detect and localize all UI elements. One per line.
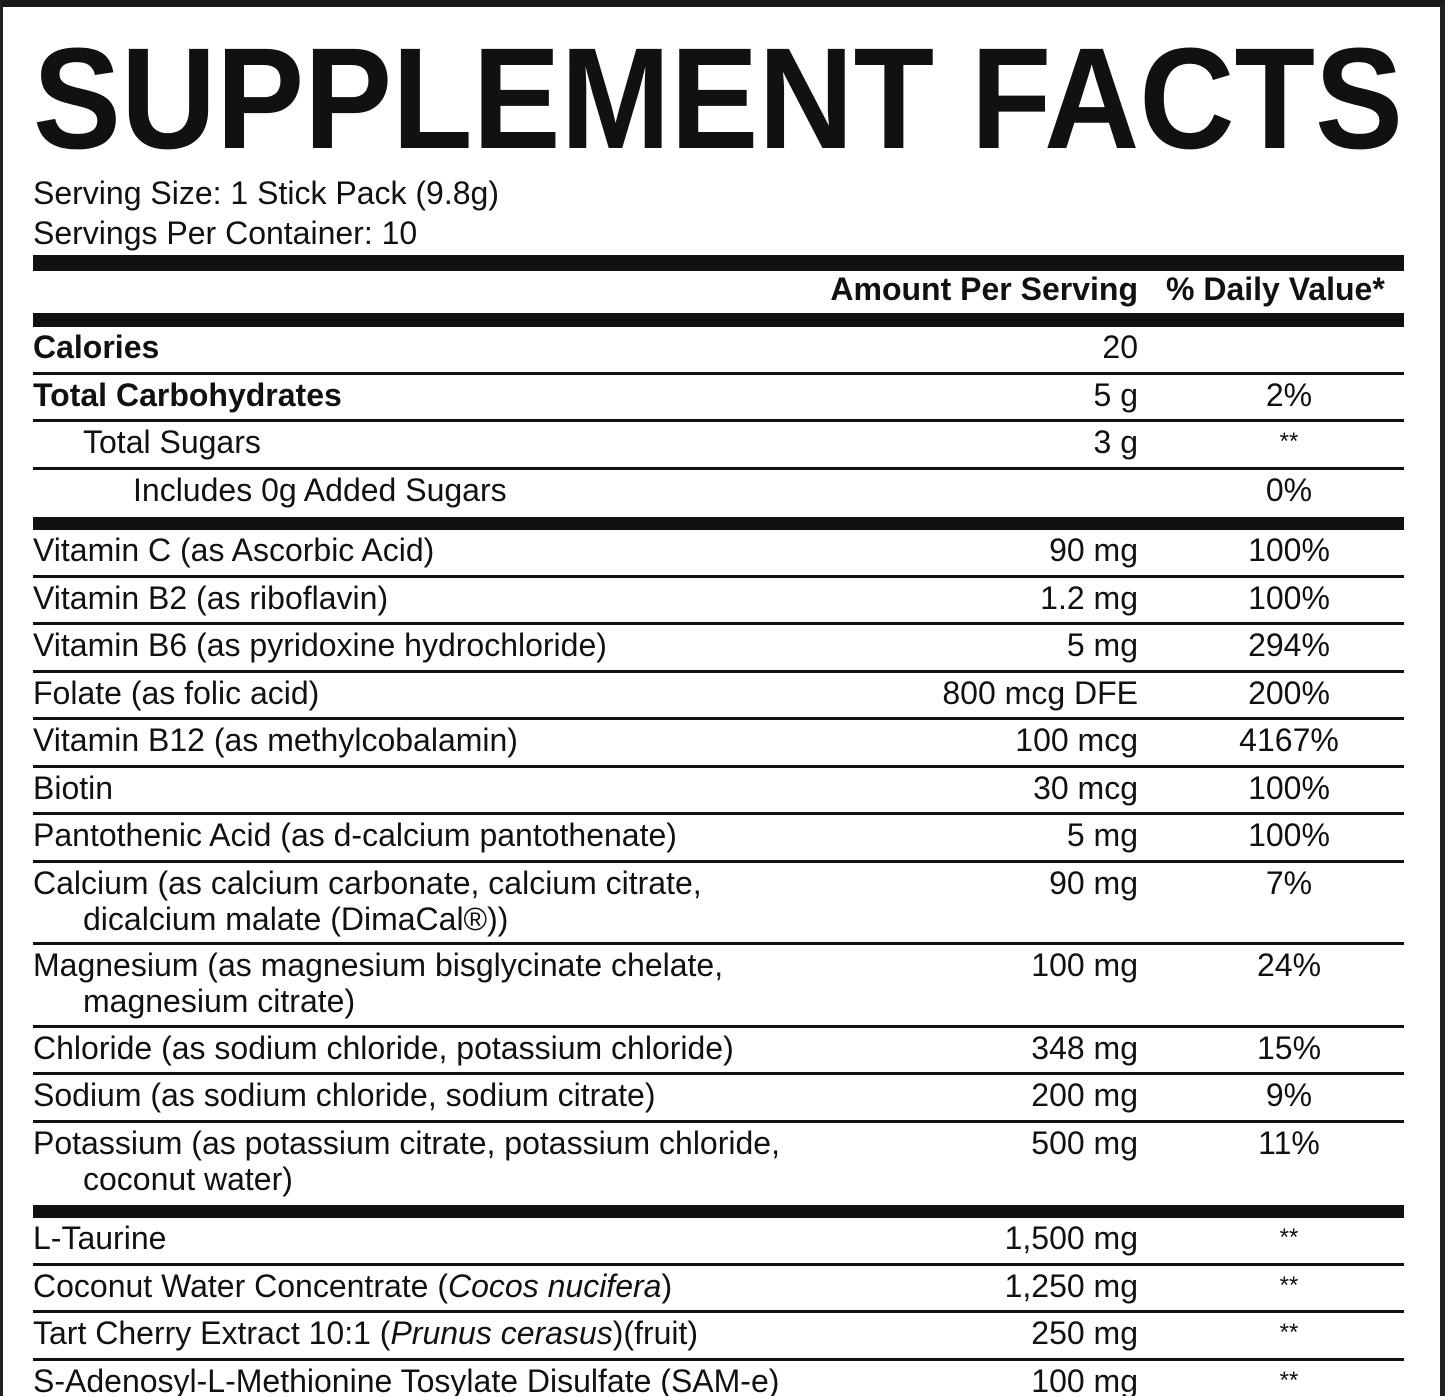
- nutrient-name: Pantothenic Acid (as d-calcium pantothen…: [33, 817, 677, 853]
- daily-value: 7%: [1265, 864, 1313, 901]
- thick-bar: [33, 255, 1404, 271]
- daily-value: 2%: [1265, 376, 1313, 413]
- row-rule: [33, 1119, 1404, 1123]
- amount: 30 mcg: [1033, 769, 1138, 806]
- title: SUPPLEMENT FACTS: [33, 18, 1403, 167]
- amount: 1,250 mg: [1004, 1267, 1138, 1304]
- daily-value: **: [1279, 428, 1299, 455]
- nutrient-name: Calcium (as calcium carbonate, calcium c…: [33, 864, 702, 901]
- amount: 800 mcg DFE: [942, 674, 1138, 711]
- nutrient-name: coconut water): [83, 1160, 293, 1197]
- amount: 5 mg: [1066, 817, 1138, 853]
- daily-value: 24%: [1256, 947, 1322, 983]
- nutrient-name: Chloride (as sodium chloride, potassium …: [33, 1029, 734, 1066]
- thick-bar: [33, 517, 1404, 530]
- nutrient-name: Includes 0g Added Sugars: [133, 471, 507, 508]
- daily-value: 100%: [1248, 532, 1330, 568]
- nutrient-name: S-Adenosyl-L-Methionine Tosylate Disulfa…: [33, 1362, 780, 1396]
- name-part: Prunus cerasus: [390, 1315, 613, 1351]
- nutrient-name: Vitamin C (as Ascorbic Acid): [33, 532, 435, 568]
- row-rule: [33, 942, 1404, 945]
- nutrient-name: Potassium (as potassium citrate, potassi…: [33, 1124, 780, 1161]
- amount: 5 g: [1093, 376, 1138, 413]
- row-rule: [33, 466, 1404, 470]
- name-part: Coconut Water Concentrate (: [33, 1267, 448, 1304]
- row-rule: [33, 1262, 1404, 1266]
- daily-value: 4167%: [1239, 722, 1339, 758]
- nutrient-name: Tart Cherry Extract 10:1 (Prunus cerasus…: [33, 1315, 698, 1351]
- nutrient-name: Magnesium (as magnesium bisglycinate che…: [33, 947, 724, 983]
- row-rule: [33, 574, 1404, 578]
- nutrient-name: Folate (as folic acid): [33, 674, 320, 711]
- amount: 90 mg: [1049, 864, 1138, 901]
- amount: 500 mg: [1031, 1124, 1138, 1161]
- daily-value: 294%: [1248, 627, 1330, 663]
- amount: 3 g: [1093, 424, 1138, 460]
- daily-value: 100%: [1248, 769, 1330, 806]
- daily-value: 200%: [1248, 674, 1330, 711]
- amount-header: Amount Per Serving: [830, 271, 1138, 307]
- row-rule: [33, 1024, 1404, 1028]
- thick-bar: [33, 1205, 1404, 1218]
- nutrient-name: Biotin: [33, 769, 114, 806]
- amount: 1.2 mg: [1040, 579, 1138, 616]
- daily-value: 11%: [1258, 1124, 1320, 1161]
- amount: 100 mg: [1031, 1362, 1138, 1396]
- row-rule: [33, 812, 1404, 815]
- name-part: ): [661, 1267, 673, 1304]
- row-rule: [33, 717, 1404, 720]
- amount: 348 mg: [1031, 1029, 1138, 1066]
- amount: 5 mg: [1066, 627, 1138, 663]
- row-rule: [33, 1357, 1404, 1361]
- nutrient-name: Vitamin B6 (as pyridoxine hydrochloride): [33, 627, 607, 663]
- daily-value: 100%: [1248, 817, 1330, 853]
- daily-value: 15%: [1256, 1029, 1322, 1066]
- nutrient-name: Calories: [33, 329, 160, 365]
- serving-size: Serving Size: 1 Stick Pack (9.8g): [33, 175, 499, 211]
- nutrient-name: Coconut Water Concentrate (Cocos nucifer…: [33, 1268, 672, 1304]
- nutrient-name: Total Carbohydrates: [33, 376, 342, 413]
- row-rule: [33, 1310, 1404, 1313]
- amount: 1,500 mg: [1004, 1220, 1138, 1256]
- row-rule: [33, 419, 1404, 422]
- nutrient-name: Vitamin B2 (as riboflavin): [33, 579, 389, 616]
- daily-value: **: [1279, 1319, 1299, 1346]
- nutrient-name: Sodium (as sodium chloride, sodium citra…: [33, 1077, 656, 1113]
- servings-per-container: Servings Per Container: 10: [33, 215, 418, 251]
- name-part: )(fruit): [612, 1315, 699, 1351]
- name-part: Cocos nucifera: [448, 1267, 662, 1304]
- row-rule: [33, 669, 1404, 673]
- row-rule: [33, 371, 1404, 375]
- daily-value: **: [1279, 1366, 1299, 1394]
- amount: 90 mg: [1049, 532, 1138, 568]
- row-rule: [33, 764, 1404, 768]
- amount: 100 mg: [1031, 947, 1138, 983]
- daily-value: **: [1279, 1271, 1299, 1299]
- nutrient-name: Vitamin B12 (as methylcobalamin): [33, 722, 518, 758]
- thick-bar: [33, 313, 1404, 327]
- nutrient-name: magnesium citrate): [83, 983, 356, 1019]
- daily-value: 9%: [1265, 1077, 1313, 1113]
- nutrient-name: L-Taurine: [33, 1220, 167, 1256]
- nutrient-name: dicalcium malate (DimaCal®)): [83, 900, 509, 937]
- amount: 100 mcg: [1015, 722, 1138, 758]
- amount: 200 mg: [1031, 1077, 1138, 1113]
- dv-header: % Daily Value*: [1166, 271, 1385, 307]
- nutrient-name: Total Sugars: [83, 424, 261, 460]
- daily-value: 100%: [1248, 579, 1330, 616]
- row-rule: [33, 859, 1404, 863]
- daily-value: 0%: [1265, 471, 1313, 508]
- name-part: Tart Cherry Extract 10:1 (: [33, 1315, 391, 1351]
- amount: 20: [1102, 329, 1138, 365]
- row-rule: [33, 622, 1404, 625]
- amount: 250 mg: [1031, 1315, 1138, 1351]
- row-rule: [33, 1072, 1404, 1075]
- title-area: SUPPLEMENT FACTS: [33, 18, 1403, 167]
- daily-value: **: [1279, 1224, 1299, 1251]
